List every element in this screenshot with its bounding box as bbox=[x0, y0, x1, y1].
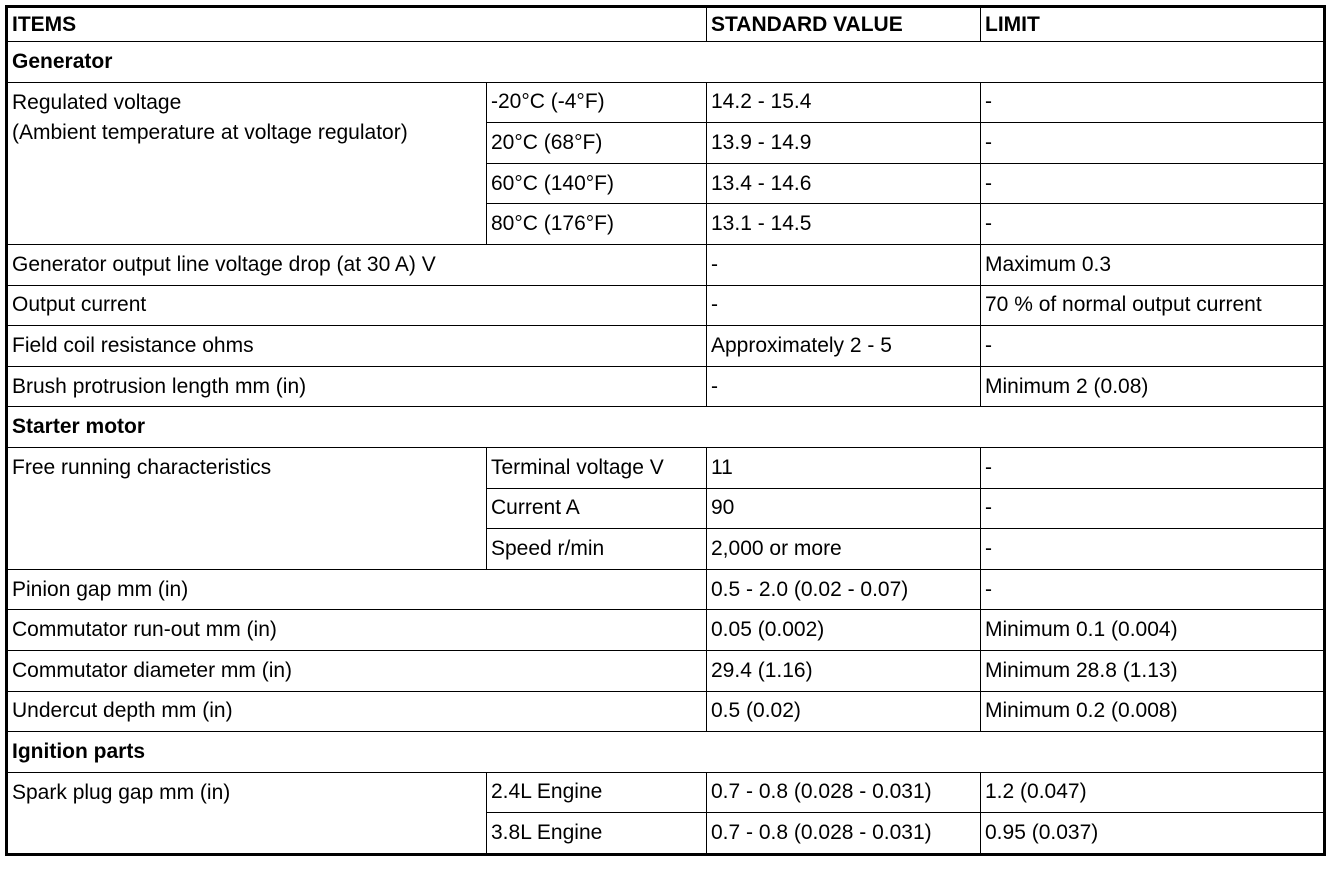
limit: - bbox=[980, 568, 1325, 611]
condition: 20°C (68°F) bbox=[486, 122, 707, 164]
section-ignition-parts: Ignition parts bbox=[6, 731, 1325, 773]
condition: Current A bbox=[486, 487, 707, 530]
standard-value: 13.9 - 14.9 bbox=[706, 122, 981, 164]
section-generator: Generator bbox=[6, 41, 1325, 83]
condition: Speed r/min bbox=[486, 528, 707, 570]
table-row: 3.8L Engine 0.7 - 0.8 (0.028 - 0.031) 0.… bbox=[7, 812, 1325, 855]
condition: 3.8L Engine bbox=[486, 812, 707, 855]
limit: - bbox=[980, 487, 1325, 530]
item-label: Regulated voltage bbox=[12, 90, 182, 114]
standard-value: - bbox=[706, 243, 981, 286]
standard-value: 0.05 (0.002) bbox=[706, 609, 981, 651]
table-row: 60°C (140°F) 13.4 - 14.6 - bbox=[7, 162, 1325, 205]
item: Field coil resistance ohms bbox=[6, 325, 707, 367]
standard-value: 11 bbox=[706, 446, 981, 489]
standard-value: 14.2 - 15.4 bbox=[706, 81, 981, 124]
standard-value: 13.1 - 14.5 bbox=[706, 203, 981, 245]
item: Brush protrusion length mm (in) bbox=[6, 365, 707, 408]
table-row: Regulated voltage (Ambient temperature at… bbox=[6, 81, 1325, 245]
header-limit: LIMIT bbox=[980, 6, 1325, 42]
table-row: Current A 90 - bbox=[7, 487, 1325, 530]
limit: Minimum 2 (0.08) bbox=[980, 365, 1325, 408]
item: Generator output line voltage drop (at 3… bbox=[6, 243, 707, 286]
condition: 2.4L Engine bbox=[486, 771, 707, 814]
limit: - bbox=[980, 81, 1325, 124]
condition: 80°C (176°F) bbox=[486, 203, 707, 245]
item-regulated-voltage: Regulated voltage (Ambient temperature at… bbox=[6, 81, 487, 245]
limit: Maximum 0.3 bbox=[980, 243, 1325, 286]
limit: - bbox=[980, 162, 1325, 205]
table-row: Undercut depth mm (in) 0.5 (0.02) Minimu… bbox=[6, 690, 1325, 733]
table-row: Commutator run-out mm (in) 0.05 (0.002) … bbox=[6, 609, 1325, 651]
table-row: 80°C (176°F) 13.1 - 14.5 - bbox=[7, 203, 1325, 245]
standard-value: 0.5 - 2.0 (0.02 - 0.07) bbox=[706, 568, 981, 611]
standard-value: Approximately 2 - 5 bbox=[706, 325, 981, 367]
standard-value: 90 bbox=[706, 487, 981, 530]
section-row: Starter motor bbox=[6, 406, 1325, 448]
table-row: Pinion gap mm (in) 0.5 - 2.0 (0.02 - 0.0… bbox=[6, 568, 1325, 611]
table-row: 20°C (68°F) 13.9 - 14.9 - bbox=[7, 122, 1325, 164]
table-row: Commutator diameter mm (in) 29.4 (1.16) … bbox=[6, 649, 1325, 692]
standard-value: 13.4 - 14.6 bbox=[706, 162, 981, 205]
condition: -20°C (-4°F) bbox=[486, 81, 707, 124]
table-row: Spark plug gap mm (in) 2.4L Engine 0.7 -… bbox=[6, 771, 1325, 855]
table-row: Field coil resistance ohms Approximately… bbox=[6, 325, 1325, 367]
item-sublabel: (Ambient temperature at voltage regulato… bbox=[12, 120, 408, 144]
limit: 70 % of normal output current bbox=[980, 284, 1325, 327]
limit: - bbox=[980, 325, 1325, 367]
item: Pinion gap mm (in) bbox=[6, 568, 707, 611]
item-free-running: Free running characteristics bbox=[6, 446, 487, 570]
section-row: Ignition parts bbox=[6, 731, 1325, 773]
standard-value: 2,000 or more bbox=[706, 528, 981, 570]
condition: Terminal voltage V bbox=[486, 446, 707, 489]
item: Output current bbox=[6, 284, 707, 327]
section-starter-motor: Starter motor bbox=[6, 406, 1325, 448]
limit: - bbox=[980, 122, 1325, 164]
table-row: Generator output line voltage drop (at 3… bbox=[6, 243, 1325, 286]
limit: Minimum 0.1 (0.004) bbox=[980, 609, 1325, 651]
header-row: ITEMS STANDARD VALUE LIMIT bbox=[6, 6, 1325, 42]
limit: Minimum 28.8 (1.13) bbox=[980, 649, 1325, 692]
item: Commutator run-out mm (in) bbox=[6, 609, 707, 651]
table-row: Brush protrusion length mm (in) - Minimu… bbox=[6, 365, 1325, 408]
table-row: Free running characteristics Terminal vo… bbox=[6, 446, 1325, 570]
standard-value: 0.7 - 0.8 (0.028 - 0.031) bbox=[706, 771, 981, 814]
item-spark-plug-gap: Spark plug gap mm (in) bbox=[6, 771, 487, 855]
standard-value: 29.4 (1.16) bbox=[706, 649, 981, 692]
limit: Minimum 0.2 (0.008) bbox=[980, 690, 1325, 733]
limit: 0.95 (0.037) bbox=[980, 812, 1325, 855]
table-row: Output current - 70 % of normal output c… bbox=[6, 284, 1325, 327]
section-row: Generator bbox=[6, 41, 1325, 83]
header-items: ITEMS bbox=[6, 6, 707, 42]
standard-value: - bbox=[706, 365, 981, 408]
limit: 1.2 (0.047) bbox=[980, 771, 1325, 814]
condition: 60°C (140°F) bbox=[486, 162, 707, 205]
limit: - bbox=[980, 203, 1325, 245]
standard-value: - bbox=[706, 284, 981, 327]
limit: - bbox=[980, 446, 1325, 489]
item: Commutator diameter mm (in) bbox=[6, 649, 707, 692]
standard-value: 0.5 (0.02) bbox=[706, 690, 981, 733]
standard-value: 0.7 - 0.8 (0.028 - 0.031) bbox=[706, 812, 981, 855]
table-row: Speed r/min 2,000 or more - bbox=[7, 528, 1325, 570]
specifications-table: ITEMS STANDARD VALUE LIMIT Generator Reg… bbox=[5, 5, 1326, 856]
limit: - bbox=[980, 528, 1325, 570]
header-standard-value: STANDARD VALUE bbox=[706, 6, 981, 42]
item: Undercut depth mm (in) bbox=[6, 690, 707, 733]
